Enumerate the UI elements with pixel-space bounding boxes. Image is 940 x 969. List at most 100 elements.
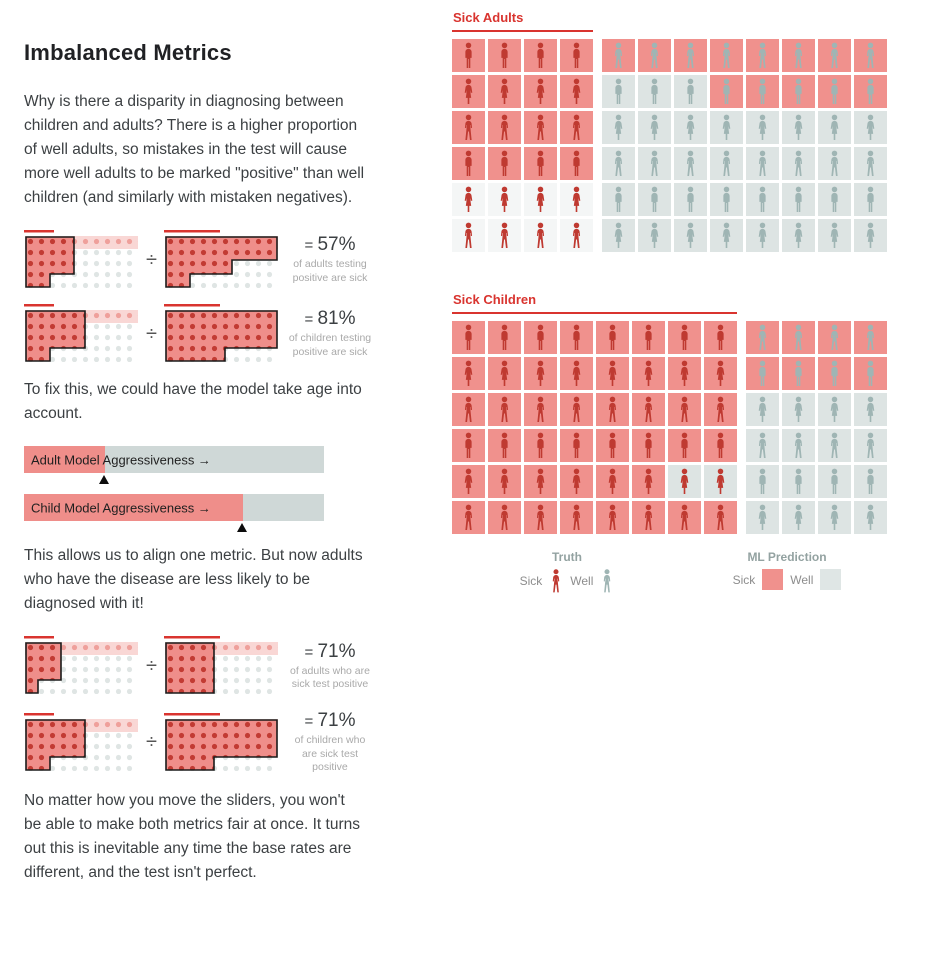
well-person-icon xyxy=(719,114,734,141)
sick-person-icon xyxy=(461,360,476,387)
sick-person-cell xyxy=(704,357,737,390)
sick-person-cell xyxy=(452,465,485,498)
sick-person-icon xyxy=(569,42,584,69)
well-person-cell xyxy=(818,111,851,144)
sick-person-icon xyxy=(569,432,584,459)
well-person-cell xyxy=(638,75,671,108)
sick-person-cell xyxy=(596,429,629,462)
sick-person-cell xyxy=(632,501,665,534)
well-person-cell xyxy=(674,219,707,252)
well-person-icon xyxy=(755,150,770,177)
well-person-icon xyxy=(863,396,878,423)
slider-fill xyxy=(24,446,105,474)
sick-person-cell xyxy=(596,357,629,390)
well-person-cell xyxy=(854,357,887,390)
slider-adult-model-aggressiveness[interactable]: Adult Model Aggressiveness → xyxy=(24,446,366,490)
sick-person-cell xyxy=(668,393,701,426)
well-person-cell xyxy=(746,393,779,426)
well-person-icon xyxy=(647,42,662,69)
sick-person-icon xyxy=(677,360,692,387)
well-person-cell xyxy=(782,219,815,252)
well-person-icon xyxy=(863,186,878,213)
model-aggressiveness-sliders: Adult Model Aggressiveness → Child Model … xyxy=(24,446,366,538)
sick-person-cell xyxy=(668,501,701,534)
slider-child-model-aggressiveness[interactable]: Child Model Aggressiveness → xyxy=(24,494,366,538)
slider-marker[interactable] xyxy=(98,475,109,485)
well-person-icon xyxy=(755,468,770,495)
sick-person-icon xyxy=(461,324,476,351)
well-person-cell xyxy=(818,321,851,354)
sick-person-icon xyxy=(605,324,620,351)
sick-person-icon xyxy=(605,396,620,423)
well-person-cell xyxy=(638,39,671,72)
slider-track[interactable]: Child Model Aggressiveness → xyxy=(24,494,324,533)
sick-person-icon xyxy=(461,468,476,495)
equation-adults-positive-predictive: ÷ = 57% of adults testing positive are sic… xyxy=(24,230,367,290)
well-person-cell xyxy=(818,39,851,72)
sick-person-cell xyxy=(488,429,521,462)
well-person-cell xyxy=(854,219,887,252)
sick-person-cell xyxy=(632,429,665,462)
well-person-icon xyxy=(791,78,806,105)
sick-prediction-swatch xyxy=(762,569,784,590)
sick-person-cell xyxy=(632,465,665,498)
sick-person-cell xyxy=(704,465,737,498)
well-person-icon xyxy=(647,114,662,141)
well-person-icon xyxy=(683,78,698,105)
well-person-cell xyxy=(638,219,671,252)
sick-person-icon xyxy=(569,504,584,531)
well-person-cell xyxy=(782,357,815,390)
well-person-icon xyxy=(755,42,770,69)
sick-person-icon xyxy=(533,324,548,351)
sick-person-icon xyxy=(497,324,512,351)
sick-person-icon xyxy=(533,504,548,531)
well-person-icon xyxy=(683,150,698,177)
well-person-icon xyxy=(791,468,806,495)
well-person-icon xyxy=(755,504,770,531)
well-person-icon xyxy=(791,360,806,387)
well-person-icon xyxy=(719,150,734,177)
sick-person-cell xyxy=(452,429,485,462)
children-grids xyxy=(452,321,888,534)
slider-marker[interactable] xyxy=(236,523,247,533)
well-person-icon xyxy=(791,396,806,423)
well-person-icon xyxy=(863,114,878,141)
equation-result-adults-positive-predictive: = 57% of adults testing positive are sick xyxy=(287,234,373,285)
well-person-icon xyxy=(755,78,770,105)
well-person-cell xyxy=(638,111,671,144)
sick-person-cell xyxy=(452,111,485,144)
sick-person-icon xyxy=(677,468,692,495)
well-person-cell xyxy=(710,111,743,144)
sick-person-cell xyxy=(452,219,485,252)
slider-track[interactable]: Adult Model Aggressiveness → xyxy=(24,446,324,485)
prediction-well-label: Well xyxy=(790,572,814,587)
sick-person-cell xyxy=(524,501,557,534)
equation-result-adults-true-positive-rate: = 71% of adults who are sick test positiv… xyxy=(287,641,373,692)
sick-person-icon xyxy=(497,432,512,459)
sick-adults-label: Sick Adults xyxy=(453,10,524,25)
sick-person-icon xyxy=(461,186,476,213)
sick-person-icon xyxy=(569,360,584,387)
well-person-icon xyxy=(647,186,662,213)
sick-person-icon xyxy=(497,78,512,105)
sick-person-icon xyxy=(533,432,548,459)
sick-person-cell xyxy=(560,465,593,498)
sick-person-icon xyxy=(533,396,548,423)
well-person-icon xyxy=(683,222,698,249)
children-all-positive-waffle xyxy=(163,304,278,363)
sick-person-cell xyxy=(524,357,557,390)
sick-person-cell xyxy=(524,111,557,144)
well-person-cell xyxy=(746,39,779,72)
sick-person-icon xyxy=(461,432,476,459)
well-person-icon xyxy=(863,360,878,387)
children-sick-and-positive-waffle xyxy=(24,304,138,363)
sick-person-icon xyxy=(677,432,692,459)
well-person-icon xyxy=(827,504,842,531)
sick-person-icon xyxy=(569,150,584,177)
equation-result-children-true-positive-rate: = 71% of children who are sick test posit… xyxy=(287,710,373,775)
sick-person-icon xyxy=(677,324,692,351)
well-person-cell xyxy=(746,111,779,144)
sick-person-cell xyxy=(596,321,629,354)
equation-percentage: 57% xyxy=(317,234,356,256)
equation-caption: of adults testing positive are sick xyxy=(292,258,368,285)
